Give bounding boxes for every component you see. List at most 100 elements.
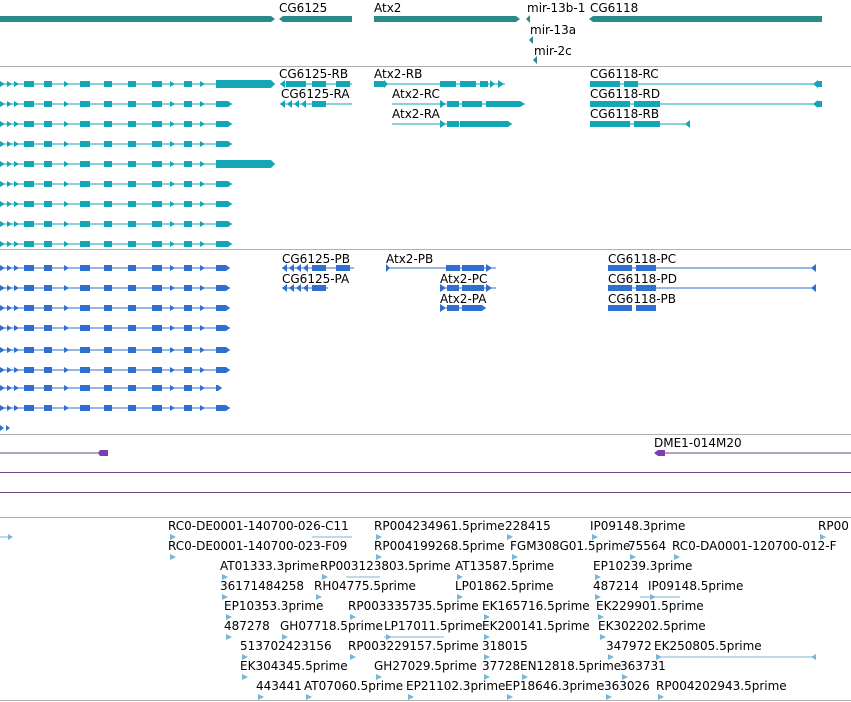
est-feature[interactable]: LP01862.5prime — [455, 579, 554, 600]
protein-cg6118-pb[interactable]: CG6118-PB — [608, 292, 676, 311]
transcript-row[interactable] — [0, 141, 232, 147]
est-feature[interactable]: EK304345.5prime — [240, 659, 348, 680]
est-feature[interactable]: EP18646.3prime — [505, 679, 604, 700]
est-feature[interactable]: EP21102.3prime — [406, 679, 505, 700]
est-label: EK229901.5prime — [596, 599, 704, 613]
est-feature[interactable]: AT13587.5prime — [455, 559, 554, 580]
est-feature[interactable]: RP004234961.5prime — [374, 519, 505, 540]
est-feature[interactable]: RP003123803.5prime — [320, 559, 451, 580]
protein-cg6125-pb[interactable]: CG6125-PB — [282, 252, 354, 272]
clone-feature-dme1-014m20[interactable]: DME1-014M20 — [654, 436, 851, 456]
est-label: 487278 — [224, 619, 270, 633]
est-feature[interactable]: RC0-DE0001-140700-026-C11 — [168, 519, 349, 540]
est-label: EK304345.5prime — [240, 659, 348, 673]
protein-row[interactable] — [0, 325, 230, 331]
transcript-cg6125-ra[interactable]: CG6125-RA — [280, 87, 352, 108]
est-feature[interactable]: 513702423156 — [240, 639, 332, 660]
transcript-cg6125-rb[interactable]: CG6125-RB — [279, 67, 352, 88]
protein-cg6125-pa[interactable]: CG6125-PA — [282, 272, 350, 292]
protein-row[interactable] — [0, 385, 222, 391]
est-feature[interactable]: 75564 — [628, 539, 666, 560]
est-feature[interactable]: RC0-DA0001-120700-012-F — [672, 539, 837, 560]
est-feature[interactable]: RP004202943.5prime — [656, 679, 787, 700]
est-feature[interactable]: RP003335735.5prime — [348, 599, 479, 620]
gene-label: Atx2 — [374, 1, 401, 15]
transcript-label: CG6118-RD — [590, 87, 660, 101]
protein-label: CG6125-PB — [282, 252, 350, 266]
protein-atx2-pb[interactable]: Atx2-PB — [386, 252, 496, 272]
transcript-row[interactable] — [0, 181, 232, 187]
est-feature[interactable]: FGM308G01.5prime — [510, 539, 630, 560]
transcript-row[interactable] — [0, 80, 275, 88]
est-feature[interactable]: 318015 — [482, 639, 528, 660]
transcript-cg6118-rc[interactable]: CG6118-RC — [590, 67, 822, 88]
clone-track: DME1-014M20 — [0, 436, 851, 456]
est-feature[interactable]: 36171484258 — [220, 579, 304, 600]
est-feature[interactable]: 363731 — [620, 659, 666, 680]
est-label: EK302202.5prime — [598, 619, 706, 633]
gene-feature-mir-13a[interactable]: mir-13a — [529, 23, 576, 44]
est-feature[interactable]: 347972 — [606, 639, 652, 660]
clone-label: DME1-014M20 — [654, 436, 742, 450]
protein-row[interactable] — [0, 405, 230, 411]
est-feature[interactable]: GH07718.5prime — [280, 619, 383, 640]
transcript-row[interactable] — [0, 221, 232, 227]
est-label: EN12818.5prime — [520, 659, 621, 673]
transcript-row[interactable] — [0, 121, 232, 127]
est-feature[interactable]: EN12818.5prime — [520, 659, 621, 680]
transcript-cg6118-rd[interactable]: CG6118-RD — [590, 87, 822, 108]
est-feature[interactable]: EP10353.3prime — [224, 599, 323, 620]
transcript-row[interactable] — [0, 160, 275, 168]
transcript-atx2-ra[interactable]: Atx2-RA — [392, 107, 512, 128]
gene-feature-cg6118[interactable]: CG6118 — [589, 1, 822, 22]
transcript-row[interactable] — [0, 241, 232, 247]
protein-row[interactable] — [0, 305, 230, 311]
protein-cg6118-pd[interactable]: CG6118-PD — [608, 272, 816, 292]
transcript-row[interactable] — [0, 201, 232, 207]
protein-atx2-pa[interactable]: Atx2-PA — [440, 292, 487, 312]
est-extra-features[interactable] — [0, 534, 816, 660]
transcript-row[interactable] — [0, 101, 232, 107]
est-label: 363026 — [604, 679, 650, 693]
gene-track: CG6125 Atx2 mir-13b-1 CG6118 mir-13a mir… — [0, 1, 822, 64]
est-feature[interactable]: 37728 — [482, 659, 520, 680]
est-feature[interactable]: 487278 — [224, 619, 270, 640]
protein-label: Atx2-PB — [386, 252, 433, 266]
est-feature[interactable]: 487214 — [593, 579, 639, 600]
gene-feature-cg6125[interactable]: CG6125 — [279, 1, 352, 22]
est-feature[interactable]: AT07060.5prime — [304, 679, 403, 700]
clone-feature[interactable] — [0, 450, 108, 456]
protein-row[interactable] — [0, 425, 10, 431]
gene-feature[interactable] — [0, 16, 275, 22]
est-feature[interactable]: 443441 — [256, 679, 302, 700]
protein-row[interactable] — [0, 367, 230, 373]
est-feature[interactable]: EK302202.5prime — [598, 619, 706, 640]
est-feature[interactable]: EK200141.5prime — [482, 619, 590, 640]
est-feature[interactable]: RP003229157.5prime — [348, 639, 479, 660]
est-feature[interactable]: 363026 — [604, 679, 650, 700]
est-feature[interactable]: RP00 — [818, 519, 849, 540]
transcript-atx2-rc[interactable]: Atx2-RC — [392, 87, 525, 108]
transcript-atx2-rb[interactable]: Atx2-RB — [374, 67, 505, 88]
gene-feature-atx2[interactable]: Atx2 — [374, 1, 520, 22]
est-feature[interactable]: EP10239.3prime — [593, 559, 692, 580]
est-feature[interactable]: RP004199268.5prime — [374, 539, 505, 560]
est-feature[interactable]: GH27029.5prime — [374, 659, 477, 680]
est-feature[interactable]: EK229901.5prime — [596, 599, 704, 620]
est-label: EK200141.5prime — [482, 619, 590, 633]
protein-row[interactable] — [0, 265, 230, 271]
est-feature[interactable]: IP09148.3prime — [590, 519, 685, 540]
est-feature[interactable]: RH04775.5prime — [314, 579, 416, 600]
protein-row[interactable] — [0, 285, 230, 291]
protein-cg6118-pc[interactable]: CG6118-PC — [608, 252, 816, 272]
est-feature[interactable]: RC0-DE0001-140700-023-F09 — [168, 539, 347, 560]
est-feature[interactable]: AT01333.3prime — [220, 559, 319, 580]
gene-label: mir-2c — [534, 44, 572, 58]
protein-row[interactable] — [0, 347, 230, 353]
protein-atx2-pc[interactable]: Atx2-PC — [440, 272, 496, 292]
gene-feature-mir-13b-1[interactable]: mir-13b-1 — [526, 1, 585, 23]
gene-feature-mir-2c[interactable]: mir-2c — [533, 44, 572, 64]
est-feature[interactable]: EK165716.5prime — [482, 599, 590, 620]
est-feature[interactable]: 228415 — [505, 519, 551, 540]
transcript-cg6118-rb[interactable]: CG6118-RB — [590, 107, 690, 128]
